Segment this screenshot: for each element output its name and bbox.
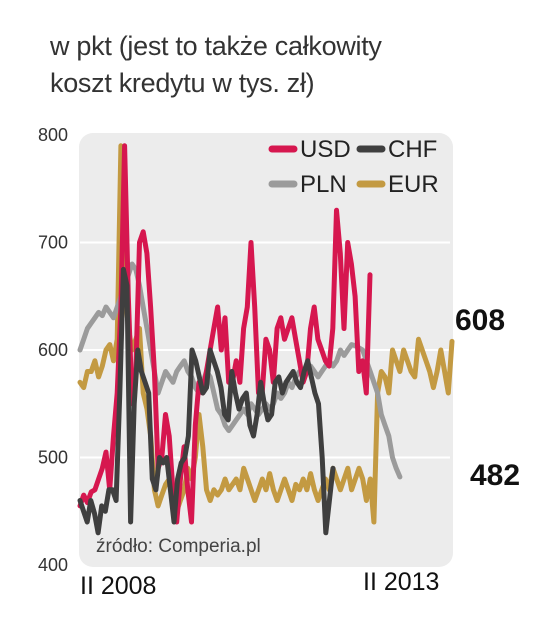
legend-label-usd: USD (300, 136, 351, 163)
legend-label-chf: CHF (388, 136, 437, 163)
chart-title: w pkt (jest to także całkowity koszt kre… (50, 28, 530, 102)
y-tick-800: 800 (38, 125, 68, 145)
chart-title-line-1: w pkt (jest to także całkowity (50, 31, 382, 61)
legend-label-pln: PLN (300, 171, 347, 198)
chart-title-line-2: koszt kredytu w tys. zł) (50, 68, 315, 98)
y-tick-600: 600 (38, 340, 68, 360)
y-axis-ticks: 800 700 600 500 400 (38, 125, 68, 575)
legend-label-eur: EUR (388, 171, 439, 198)
series-line-pln (77, 261, 403, 480)
y-tick-700: 700 (38, 233, 68, 253)
y-tick-400: 400 (38, 555, 68, 575)
y-tick-500: 500 (38, 448, 68, 468)
x-label-start: II 2008 (80, 572, 156, 600)
legend: USD CHF PLN EUR (268, 136, 439, 198)
end-label-pln: 482 (470, 459, 520, 492)
x-label-end: II 2013 (363, 568, 439, 596)
end-label-eur: 608 (455, 304, 505, 337)
series-line-chf (77, 266, 336, 536)
series-lines (77, 143, 455, 536)
source-note: źródło: Comperia.pl (96, 536, 261, 557)
